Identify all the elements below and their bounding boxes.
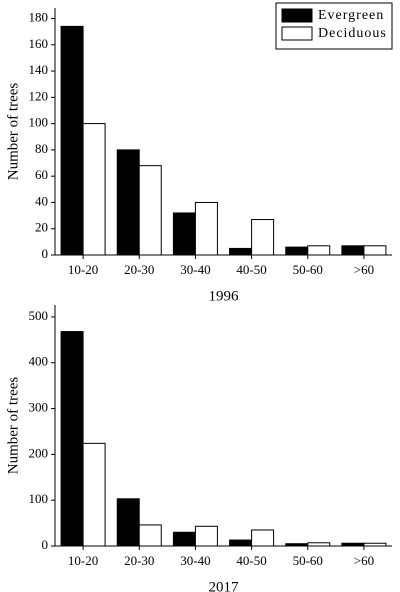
bar [363,245,387,256]
y-tick-label: 80 [35,141,48,156]
y-tick-label: 100 [29,491,49,506]
bar [194,201,218,256]
x-tick-label: 40-50 [236,262,266,277]
bar [116,498,140,547]
legend-label: Deciduous [318,26,387,41]
bar [138,165,162,256]
y-tick-label: 400 [29,354,49,369]
x-tick-label: 40-50 [236,553,266,568]
x-tick-label: 20-30 [124,553,154,568]
x-tick-label: 50-60 [293,553,323,568]
y-tick-label: 120 [29,88,49,103]
y-tick-label: 60 [35,167,48,182]
y-tick-label: 20 [35,220,48,235]
y-tick-label: 180 [29,9,49,24]
bar [82,123,106,256]
y-tick-label: 200 [29,445,49,460]
bar [229,247,253,256]
x-tick-label: >60 [354,262,374,277]
bar [194,525,218,547]
y-tick-label: 160 [29,36,49,51]
bar [172,212,196,256]
bar [138,524,162,547]
legend-label: Evergreen [318,8,384,23]
x-tick-label: 10-20 [68,262,98,277]
y-tick-label: 300 [29,400,49,415]
x-tick-label: 30-40 [180,262,210,277]
bar [82,442,106,547]
bar [116,149,140,256]
x-axis-label: 1996 [209,288,240,304]
x-tick-label: 20-30 [124,262,154,277]
bar [172,531,196,547]
bar [285,246,309,256]
x-tick-label: >60 [354,553,374,568]
bar [251,529,275,547]
y-axis-label: Number of trees [5,83,21,181]
y-tick-label: 0 [42,246,49,261]
y-tick-label: 40 [35,193,48,208]
legend-swatch [281,26,313,41]
legend-swatch [281,8,313,23]
bar [341,245,365,256]
y-axis-label: Number of trees [5,377,21,475]
x-axis-label: 2017 [209,579,240,592]
y-tick-label: 500 [29,308,49,323]
bar [251,219,275,256]
bar [60,25,84,256]
y-tick-label: 0 [42,537,49,552]
bar [229,539,253,547]
x-tick-label: 10-20 [68,553,98,568]
x-tick-label: 50-60 [293,262,323,277]
bar [60,331,84,547]
bar [307,245,331,256]
y-tick-label: 100 [29,115,49,130]
x-tick-label: 30-40 [180,553,210,568]
y-tick-label: 140 [29,62,49,77]
